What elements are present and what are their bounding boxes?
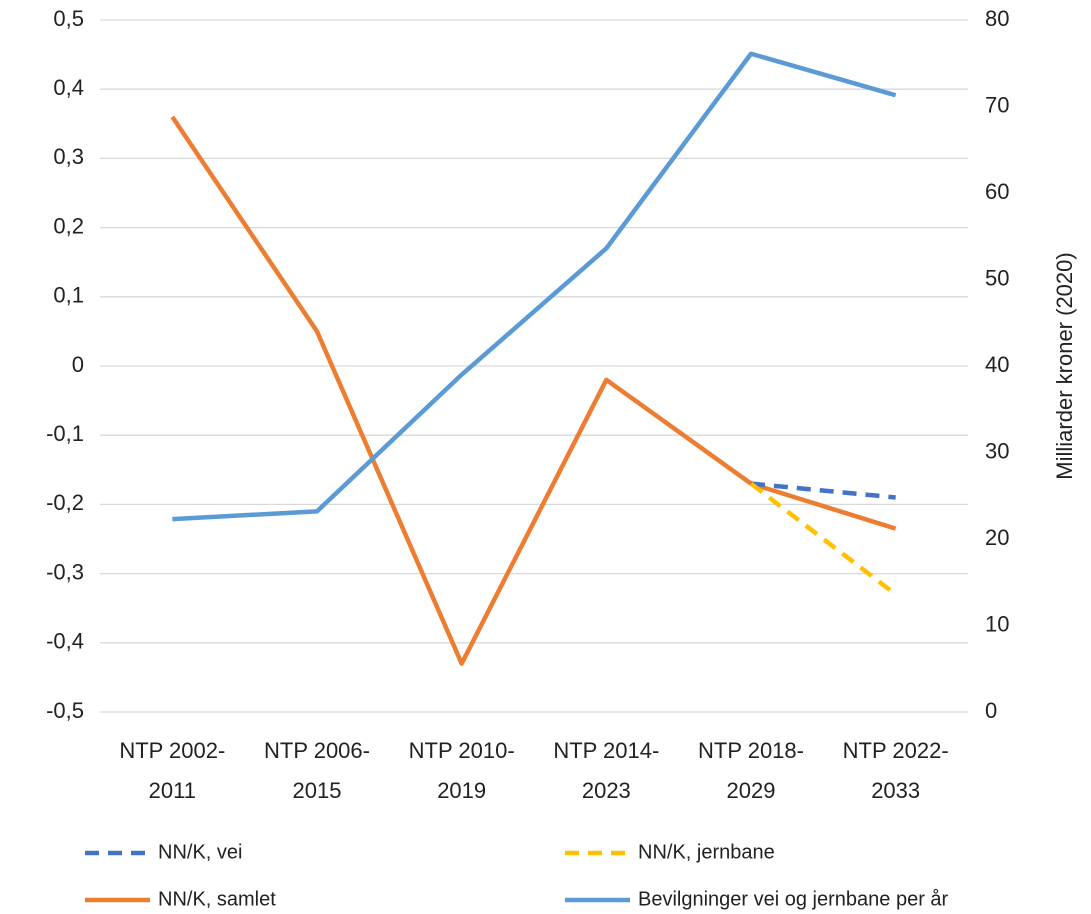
- y2-tick-label: 60: [985, 179, 1009, 204]
- y2-tick-label: 80: [985, 6, 1009, 31]
- y2-tick-label: 0: [985, 698, 997, 723]
- y-tick-label: 0,5: [53, 6, 84, 31]
- series-line: [170, 115, 897, 666]
- y2-tick-label: 50: [985, 265, 1009, 290]
- legend-label: NN/K, jernbane: [638, 841, 775, 863]
- x-tick-label: NTP 2002-2011: [119, 738, 225, 803]
- x-tick-label: NTP 2010-2019: [409, 738, 515, 803]
- legend-label: NN/K, samlet: [158, 888, 276, 910]
- y2-tick-label: 40: [985, 352, 1009, 377]
- series-line: [750, 481, 896, 500]
- y-tick-label: -0,3: [46, 559, 84, 584]
- y-tick-label: 0: [72, 352, 84, 377]
- y2-axis-label: Milliarder kroner (2020): [1052, 252, 1077, 479]
- legend-label: NN/K, vei: [158, 841, 242, 863]
- y2-tick-label: 10: [985, 611, 1009, 636]
- x-tick-label: NTP 2006-2015: [264, 738, 370, 803]
- y-tick-label: -0,2: [46, 490, 84, 515]
- legend-label: Bevilgninger vei og jernbane per år: [638, 888, 949, 910]
- y2-tick-label: 70: [985, 92, 1009, 117]
- y2-tick-label: 30: [985, 438, 1009, 463]
- x-tick-label: NTP 2014-2023: [553, 738, 659, 803]
- y-tick-label: -0,5: [46, 698, 84, 723]
- y2-tick-label: 20: [985, 525, 1009, 550]
- y-tick-label: 0,1: [53, 283, 84, 308]
- y-tick-label: -0,1: [46, 421, 84, 446]
- x-tick-label: NTP 2022-2033: [843, 738, 949, 803]
- y-tick-label: 0,4: [53, 75, 84, 100]
- x-tick-label: NTP 2018-2029: [698, 738, 804, 803]
- series-line: [172, 51, 897, 522]
- y-tick-label: -0,4: [46, 629, 84, 654]
- y-tick-label: 0,2: [53, 213, 84, 238]
- y-tick-label: 0,3: [53, 144, 84, 169]
- series-line: [749, 481, 898, 597]
